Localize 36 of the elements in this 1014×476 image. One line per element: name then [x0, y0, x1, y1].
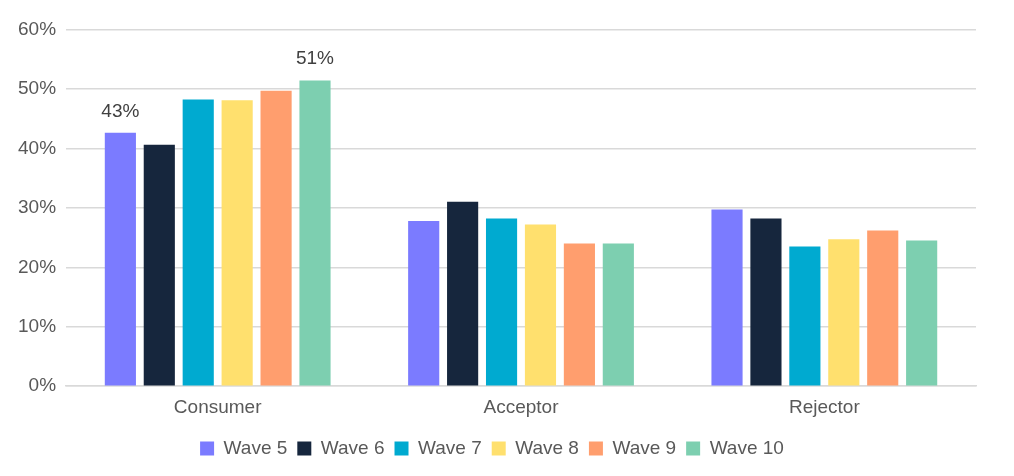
- bar: [221, 100, 253, 386]
- bar: [867, 230, 899, 386]
- y-tick-label: 0%: [28, 374, 57, 396]
- x-tick-label: Rejector: [788, 395, 861, 417]
- x-tick-label: Acceptor: [483, 395, 560, 417]
- bar: [789, 246, 821, 386]
- legend-label: Wave 5: [223, 436, 288, 458]
- bar: [447, 201, 479, 386]
- bar: [828, 239, 860, 386]
- legend-label: Wave 9: [612, 436, 677, 458]
- y-tick-label: 30%: [18, 196, 57, 218]
- data-label: 43%: [101, 99, 140, 121]
- bar: [750, 218, 782, 386]
- bar: [485, 218, 518, 386]
- bar: [524, 224, 557, 386]
- y-tick-label: 40%: [18, 136, 57, 158]
- y-tick-label: 60%: [18, 17, 57, 39]
- y-tick-label: 10%: [18, 314, 57, 336]
- legend-label: Wave 7: [418, 436, 482, 458]
- bar: [602, 243, 634, 386]
- bar: [143, 144, 175, 386]
- bar: [711, 209, 743, 386]
- y-tick-label: 20%: [18, 255, 57, 277]
- legend-label: Wave 6: [320, 436, 385, 458]
- legend-label: Wave 10: [709, 436, 784, 458]
- bar: [906, 240, 938, 386]
- data-label: 51%: [295, 47, 335, 69]
- bar: [563, 243, 595, 386]
- bar: [299, 80, 331, 386]
- bar: [104, 132, 136, 386]
- bar: [260, 90, 292, 386]
- bar: [408, 220, 440, 386]
- bar: [182, 99, 214, 386]
- legend-label: Wave 8: [515, 436, 579, 458]
- y-tick-label: 50%: [18, 77, 57, 99]
- x-tick-label: Consumer: [173, 395, 263, 417]
